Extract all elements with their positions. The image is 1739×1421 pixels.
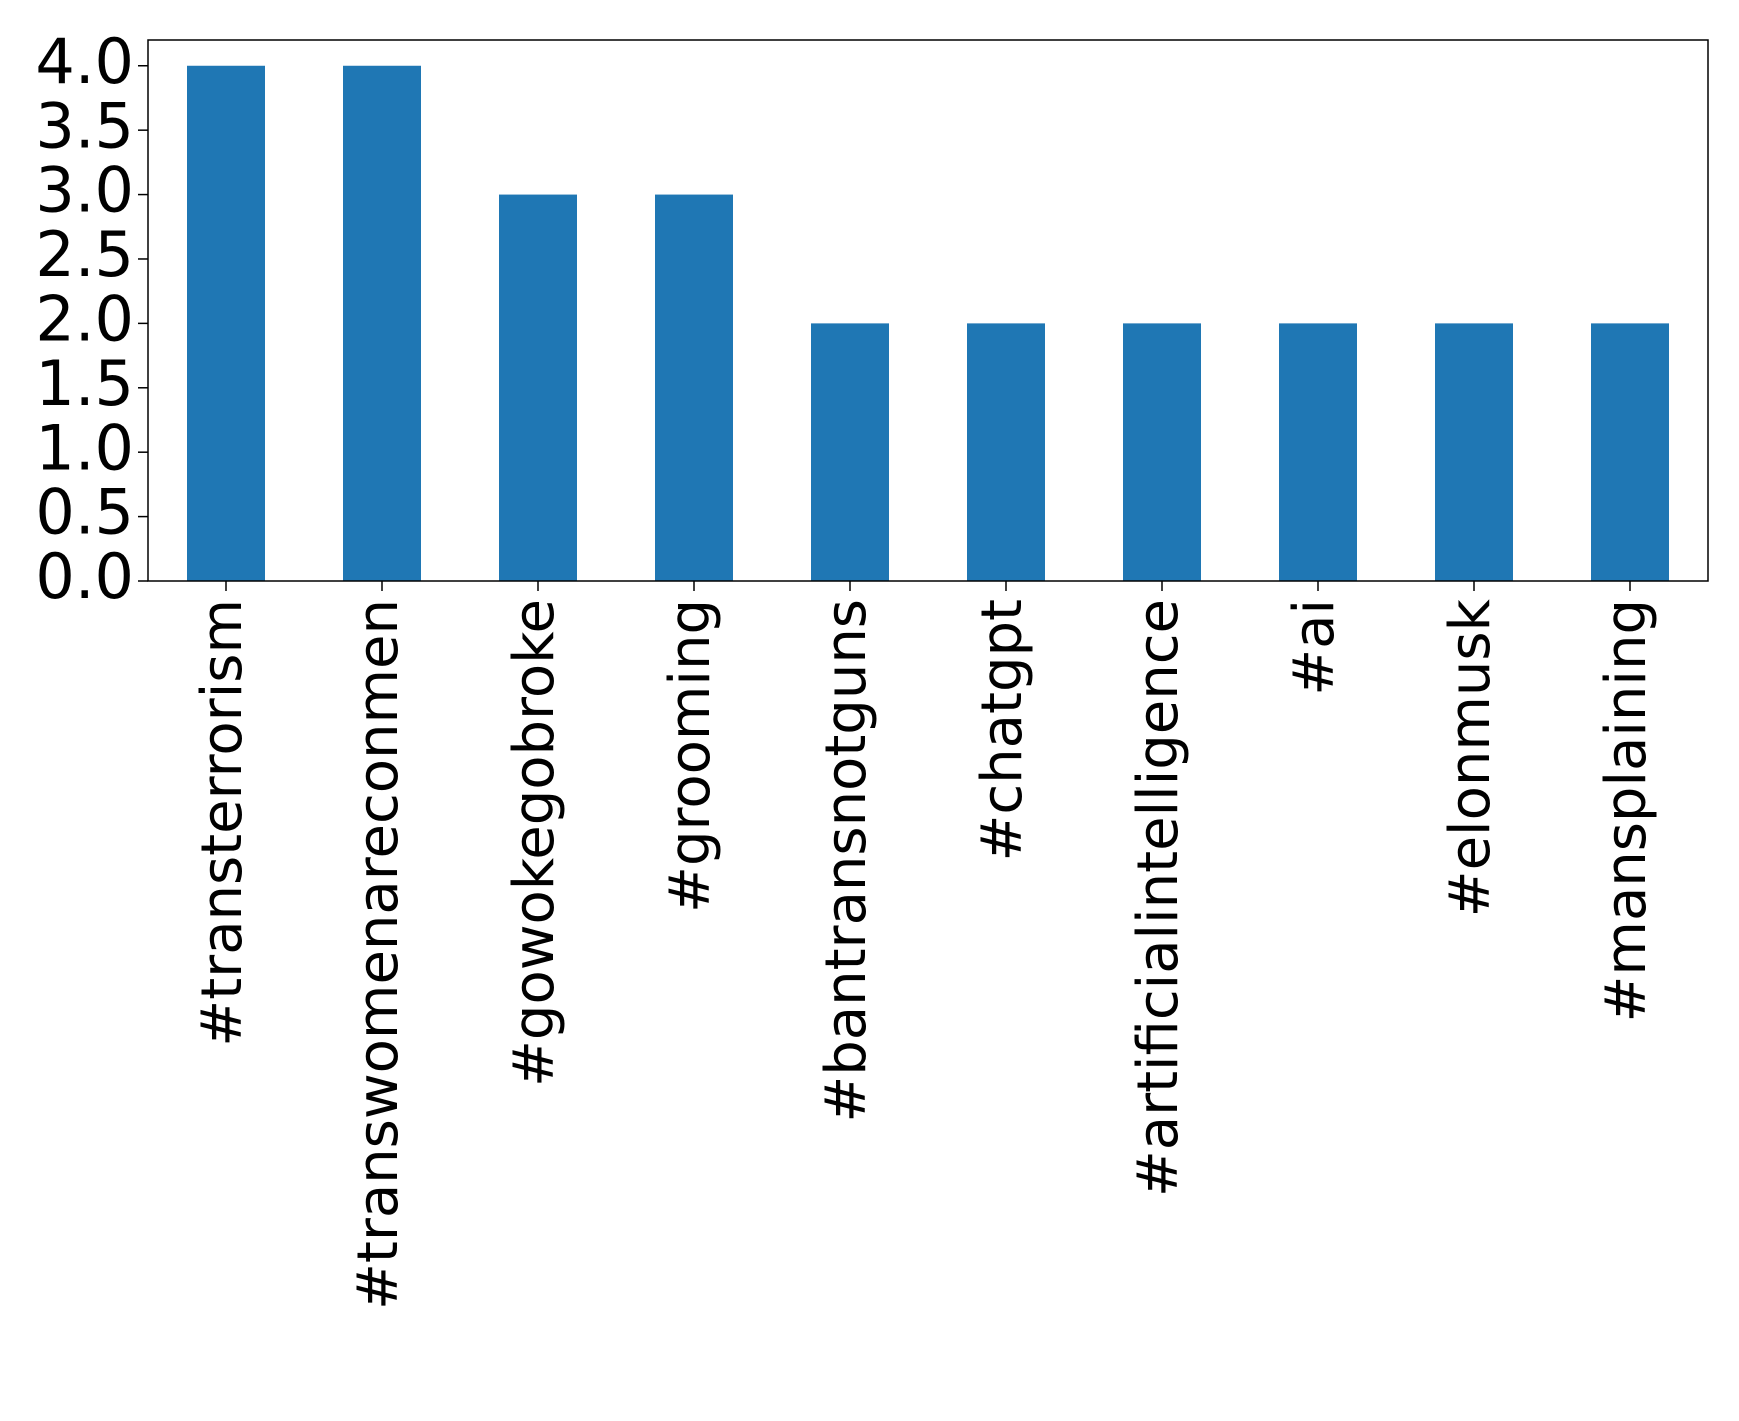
- bar: [1123, 323, 1201, 581]
- bar: [499, 194, 577, 582]
- y-tick-label: 2.0: [35, 282, 134, 355]
- bar: [811, 323, 889, 581]
- bar: [655, 194, 733, 582]
- x-tick-label: #artificialintelligence: [1126, 599, 1191, 1197]
- bar: [1435, 323, 1513, 581]
- y-tick-label: 0.5: [35, 476, 134, 549]
- x-tick-label: #elonmusk: [1438, 598, 1503, 917]
- bar: [967, 323, 1045, 581]
- bar: [187, 65, 265, 581]
- y-tick-label: 3.5: [35, 89, 134, 162]
- x-tick-label: #ai: [1282, 599, 1347, 696]
- plot-frame: [147, 39, 1709, 582]
- x-tick-label: #bantransnotguns: [814, 599, 879, 1123]
- y-tick-label: 2.5: [35, 218, 134, 291]
- y-tick-label: 0.0: [35, 540, 134, 613]
- bar: [1591, 323, 1669, 581]
- y-tick-label: 3.0: [35, 154, 134, 227]
- x-tick-label: #chatgpt: [970, 599, 1035, 862]
- x-tick-label: #gowokegobroke: [502, 599, 567, 1087]
- y-tick-label: 1.5: [35, 347, 134, 420]
- x-tick-label: #grooming: [658, 599, 723, 913]
- x-tick-label: #mansplaining: [1594, 599, 1659, 1023]
- bar: [1279, 323, 1357, 581]
- y-tick-label: 4.0: [35, 25, 134, 98]
- x-tick-label: #transterrorism: [190, 599, 255, 1047]
- bar: [343, 65, 421, 581]
- y-tick-label: 1.0: [35, 411, 134, 484]
- x-tick-label: #transwomenareconmen: [346, 599, 411, 1310]
